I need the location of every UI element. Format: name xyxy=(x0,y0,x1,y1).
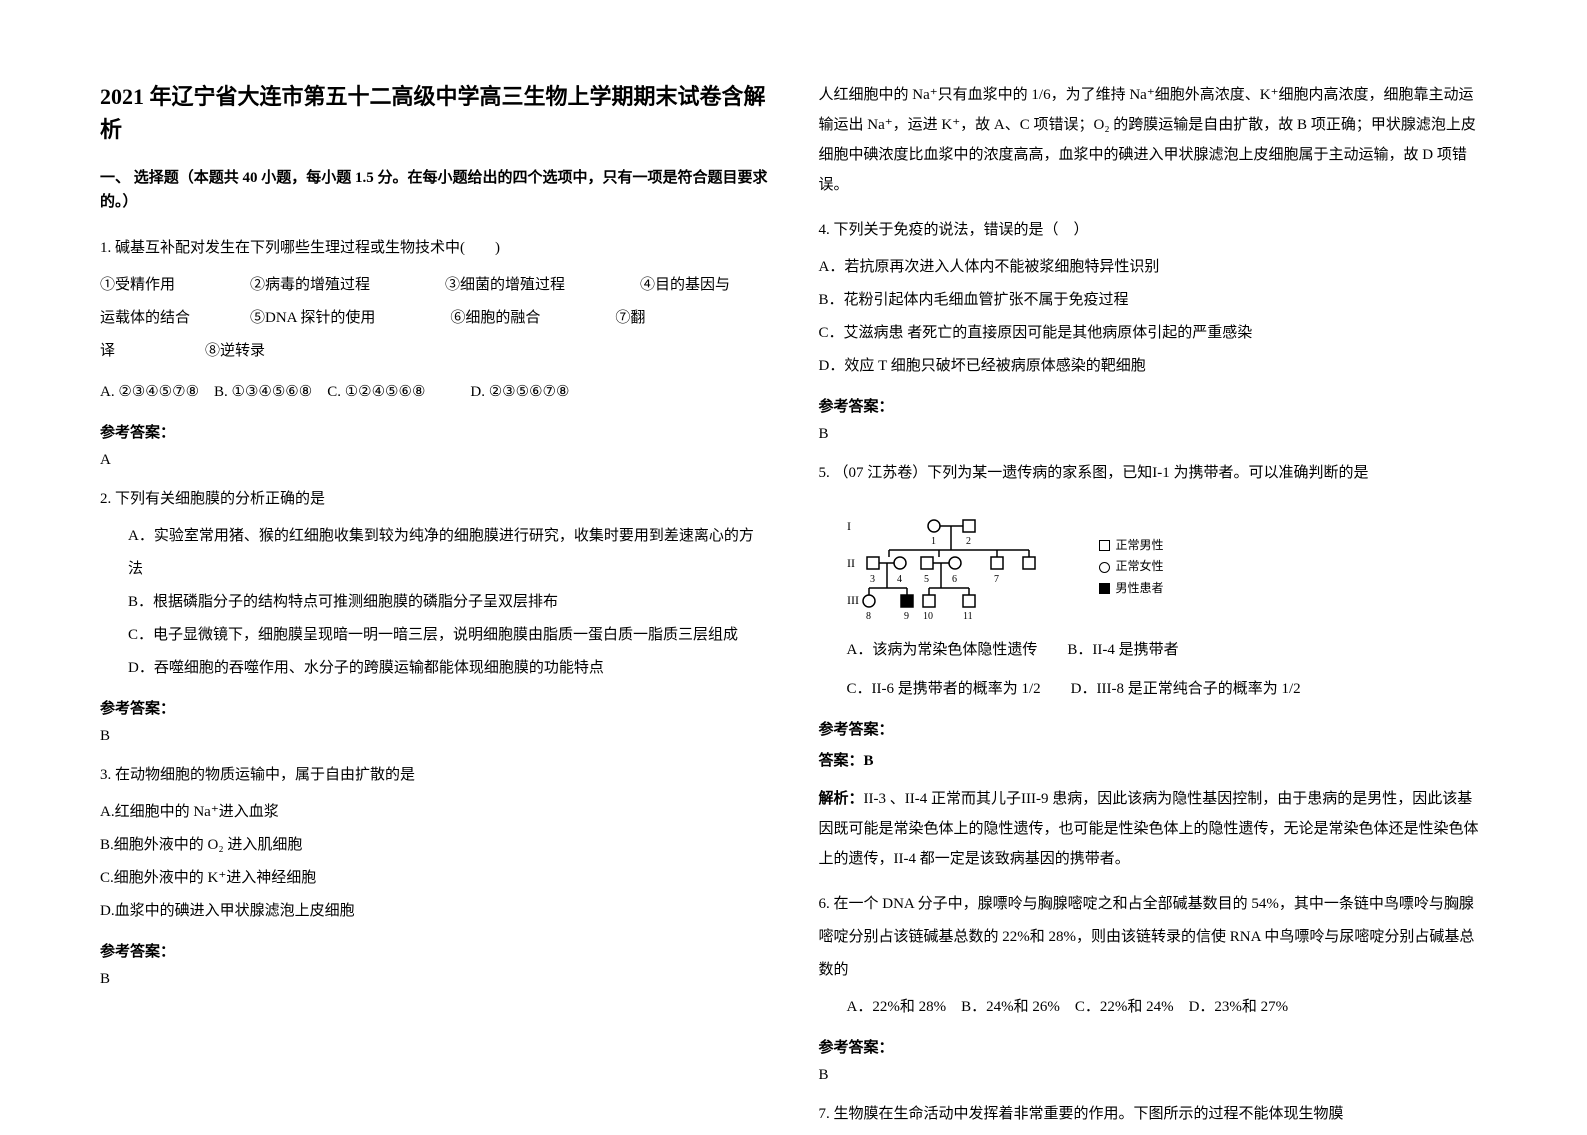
q3-stem: 3. 在动物细胞的物质运输中，属于自由扩散的是 xyxy=(100,759,769,792)
right-column: 人红细胞中的 Na⁺只有血浆中的 1/6，为了维持 Na⁺细胞外高浓度、K⁺细胞… xyxy=(819,80,1488,1042)
gen-label-2: II xyxy=(847,556,855,570)
node-ii3 xyxy=(867,557,879,569)
section-header: 一、 选择题（本题共 40 小题，每小题 1.5 分。在每小题给出的四个选项中，… xyxy=(100,166,769,214)
label-4: 4 xyxy=(897,574,902,585)
question-1: 1. 碱基互补配对发生在下列哪些生理过程或生物技术中( ) ①受精作用 ②病毒的… xyxy=(100,232,769,409)
legend-male: 正常男性 xyxy=(1099,535,1164,557)
question-2: 2. 下列有关细胞膜的分析正确的是 A．实验室常用猪、猴的红细胞收集到较为纯净的… xyxy=(100,483,769,685)
q1-options: A. ②③④⑤⑦⑧ B. ①③④⑤⑥⑧ C. ①②④⑤⑥⑧ D. ②③⑤⑥⑦⑧ xyxy=(100,376,769,409)
gen-label-3: III xyxy=(847,593,859,607)
q5-explanation: 解析：II-3 、II-4 正常而其儿子III-9 患病，因此该病为隐性基因控制… xyxy=(819,784,1488,874)
label-8: 8 xyxy=(866,611,871,622)
question-5: 5. （07 江苏卷）下列为某一遗传病的家系图，已知I-1 为携带者。可以准确判… xyxy=(819,457,1488,494)
circle-icon xyxy=(1099,562,1110,573)
q3-explanation: 人红细胞中的 Na⁺只有血浆中的 1/6，为了维持 Na⁺细胞外高浓度、K⁺细胞… xyxy=(819,80,1488,200)
q1-line2: 运载体的结合 ⑤DNA 探针的使用 ⑥细胞的融合 ⑦翻 xyxy=(100,302,769,335)
q3-optB: B.细胞外液中的 O₂ 进入肌细胞 xyxy=(100,829,769,862)
left-column: 2021 年辽宁省大连市第五十二高级中学高三生物上学期期末试卷含解析 一、 选择… xyxy=(100,80,769,1042)
document-title: 2021 年辽宁省大连市第五十二高级中学高三生物上学期期末试卷含解析 xyxy=(100,80,769,146)
q5-answer-label: 参考答案： xyxy=(819,718,1488,739)
q4-optD: D．效应 T 细胞只破坏已经被病原体感染的靶细胞 xyxy=(819,350,1488,383)
q1-line1: ①受精作用 ②病毒的增殖过程 ③细菌的增殖过程 ④目的基因与 xyxy=(100,269,769,302)
pedigree-legend: 正常男性 正常女性 男性患者 xyxy=(1099,535,1164,600)
label-3: 3 xyxy=(870,574,875,585)
q1-line3: 译 ⑧逆转录 xyxy=(100,335,769,368)
q3-answer: B xyxy=(100,971,769,988)
pedigree-diagram: I 1 2 II 3 4 5 6 7 xyxy=(839,512,1488,622)
node-ii7-b xyxy=(1023,557,1035,569)
label-11: 11 xyxy=(963,611,973,622)
q1-answer-label: 参考答案： xyxy=(100,421,769,442)
q6-answer-label: 参考答案： xyxy=(819,1036,1488,1057)
node-ii6 xyxy=(949,557,961,569)
node-ii7-a xyxy=(991,557,1003,569)
q3-answer-label: 参考答案： xyxy=(100,940,769,961)
q6-options: A．22%和 28% B．24%和 26% C．22%和 24% D．23%和 … xyxy=(847,991,1488,1024)
q2-optB: B．根据磷脂分子的结构特点可推测细胞膜的磷脂分子呈双层排布 xyxy=(128,586,769,619)
label-7: 7 xyxy=(994,574,999,585)
question-3: 3. 在动物细胞的物质运输中，属于自由扩散的是 A.红细胞中的 Na⁺进入血浆 … xyxy=(100,759,769,928)
node-iii8 xyxy=(863,595,875,607)
q5-optCD: C．II-6 是携带者的概率为 1/2 D．III-8 是正常纯合子的概率为 1… xyxy=(847,673,1488,706)
node-ii4 xyxy=(894,557,906,569)
q4-optA: A．若抗原再次进入人体内不能被浆细胞特异性识别 xyxy=(819,251,1488,284)
q5-explanation-text: II-3 、II-4 正常而其儿子III-9 患病，因此该病为隐性基因控制，由于… xyxy=(819,791,1479,867)
q4-answer-label: 参考答案： xyxy=(819,395,1488,416)
q5-stem: 5. （07 江苏卷）下列为某一遗传病的家系图，已知I-1 为携带者。可以准确判… xyxy=(819,457,1488,490)
node-i2 xyxy=(963,520,975,532)
q1-stem: 1. 碱基互补配对发生在下列哪些生理过程或生物技术中( ) xyxy=(100,232,769,265)
legend-affected: 男性患者 xyxy=(1099,578,1164,600)
label-5: 5 xyxy=(924,574,929,585)
q5-options: A．该病为常染色体隐性遗传 B．II-4 是携带者 C．II-6 是携带者的概率… xyxy=(819,634,1488,706)
question-4: 4. 下列关于免疫的说法，错误的是（ ） A．若抗原再次进入人体内不能被浆细胞特… xyxy=(819,214,1488,383)
q4-answer: B xyxy=(819,426,1488,443)
node-ii5 xyxy=(921,557,933,569)
filled-square-icon xyxy=(1099,583,1110,594)
label-6: 6 xyxy=(952,574,957,585)
q2-answer-label: 参考答案： xyxy=(100,697,769,718)
q4-optB: B．花粉引起体内毛细血管扩张不属于免疫过程 xyxy=(819,284,1488,317)
question-6: 6. 在一个 DNA 分子中，腺嘌呤与胸腺嘧啶之和占全部碱基数目的 54%，其中… xyxy=(819,888,1488,1024)
legend-female: 正常女性 xyxy=(1099,556,1164,578)
q5-answer: 答案：B xyxy=(819,749,1488,770)
node-iii10 xyxy=(923,595,935,607)
label-9: 9 xyxy=(904,611,909,622)
label-10: 10 xyxy=(923,611,933,622)
q3-optA: A.红细胞中的 Na⁺进入血浆 xyxy=(100,796,769,829)
legend-female-label: 正常女性 xyxy=(1116,556,1164,578)
question-7: 7. 生物膜在生命活动中发挥着非常重要的作用。下图所示的过程不能体现生物膜 xyxy=(819,1098,1488,1135)
q4-optC: C．艾滋病患 者死亡的直接原因可能是其他病原体引起的严重感染 xyxy=(819,317,1488,350)
node-iii9 xyxy=(901,595,913,607)
q1-answer: A xyxy=(100,452,769,469)
q2-stem: 2. 下列有关细胞膜的分析正确的是 xyxy=(100,483,769,516)
legend-male-label: 正常男性 xyxy=(1116,535,1164,557)
q6-stem: 6. 在一个 DNA 分子中，腺嘌呤与胸腺嘧啶之和占全部碱基数目的 54%，其中… xyxy=(819,888,1488,987)
q7-stem: 7. 生物膜在生命活动中发挥着非常重要的作用。下图所示的过程不能体现生物膜 xyxy=(819,1098,1488,1131)
q2-optA: A．实验室常用猪、猴的红细胞收集到较为纯净的细胞膜进行研究，收集时要用到差速离心… xyxy=(128,520,769,586)
q2-answer: B xyxy=(100,728,769,745)
q5-explanation-label: 解析： xyxy=(819,791,864,807)
label-2: 2 xyxy=(966,536,971,547)
q2-optD: D．吞噬细胞的吞噬作用、水分子的跨膜运输都能体现细胞膜的功能特点 xyxy=(128,652,769,685)
node-i1 xyxy=(928,520,940,532)
square-icon xyxy=(1099,540,1110,551)
q5-optAB: A．该病为常染色体隐性遗传 B．II-4 是携带者 xyxy=(847,634,1488,667)
pedigree-svg: I 1 2 II 3 4 5 6 7 xyxy=(839,512,1069,622)
node-iii11 xyxy=(963,595,975,607)
q4-stem: 4. 下列关于免疫的说法，错误的是（ ） xyxy=(819,214,1488,247)
q3-optD: D.血浆中的碘进入甲状腺滤泡上皮细胞 xyxy=(100,895,769,928)
label-1: 1 xyxy=(931,536,936,547)
legend-affected-label: 男性患者 xyxy=(1116,578,1164,600)
q3-optC: C.细胞外液中的 K⁺进入神经细胞 xyxy=(100,862,769,895)
gen-label-1: I xyxy=(847,519,851,533)
q6-answer: B xyxy=(819,1067,1488,1084)
q2-optC: C．电子显微镜下，细胞膜呈现暗一明一暗三层，说明细胞膜由脂质一蛋白质一脂质三层组… xyxy=(128,619,769,652)
